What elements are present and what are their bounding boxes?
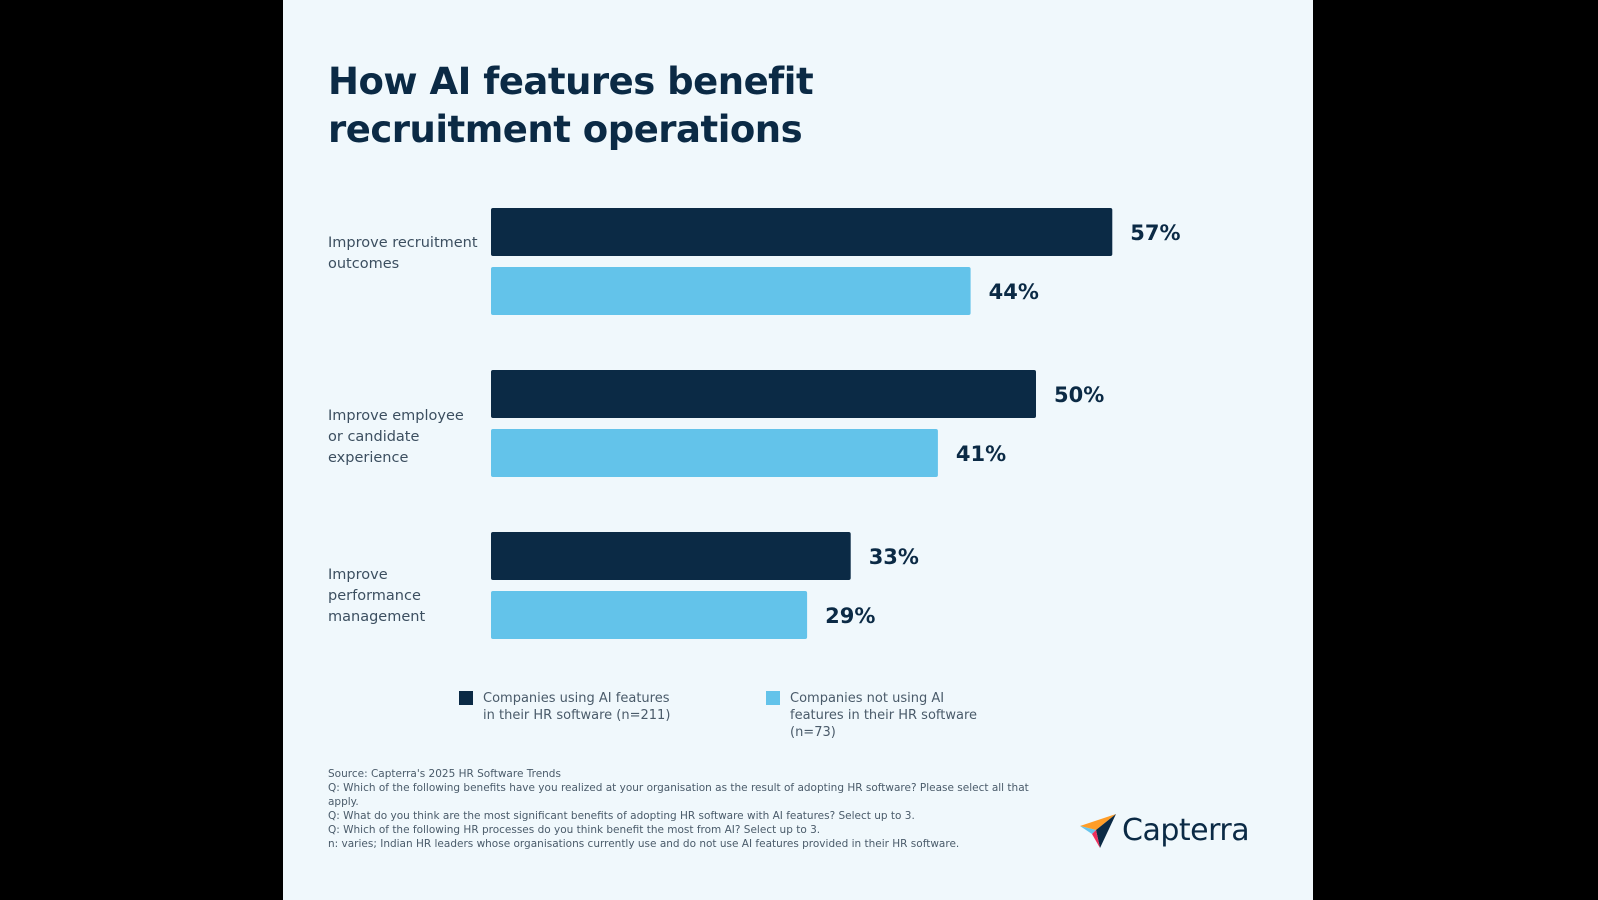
capterra-arrow-icon xyxy=(1080,814,1116,848)
footnote-source: Source: Capterra's 2025 HR Software Tren… xyxy=(328,768,561,780)
data-label-s0-c0: 57% xyxy=(1130,221,1180,245)
footnote: Source: Capterra's 2025 HR Software Tren… xyxy=(328,767,1048,851)
legend-label-0: Companies using AI features in their HR … xyxy=(483,691,671,723)
data-label-s1-c0: 44% xyxy=(989,280,1039,304)
data-label-s1-c1: 41% xyxy=(956,442,1006,466)
category-label-1: Improve employee or candidate experience xyxy=(328,408,464,466)
capterra-logo-text: Capterra xyxy=(1122,812,1250,848)
category-label-2: Improve performance management xyxy=(328,567,426,625)
data-label-s0-c2: 33% xyxy=(869,545,919,569)
footnote-sample: n: varies; Indian HR leaders whose organ… xyxy=(328,838,960,850)
legend-item-1: Companies not using AI features in their… xyxy=(766,690,990,741)
infographic-panel: How AI features benefit recruitment oper… xyxy=(283,0,1313,900)
bar-s1-c2 xyxy=(491,591,808,639)
bar-s1-c0 xyxy=(491,267,971,315)
bar-s0-c1 xyxy=(491,370,1036,418)
bar-chart: 57% 50% 33% 44% 41% 29% xyxy=(491,208,1181,639)
bar-s1-c1 xyxy=(491,429,938,477)
data-label-s0-c1: 50% xyxy=(1054,383,1104,407)
footnote-question-2: Q: What do you think are the most signif… xyxy=(328,810,915,822)
legend-swatch-0 xyxy=(459,691,473,705)
bar-s0-c0 xyxy=(491,208,1113,256)
category-label-0: Improve recruitment outcomes xyxy=(328,235,478,272)
capterra-logo: Capterra xyxy=(1078,810,1250,850)
data-label-s1-c2: 29% xyxy=(825,604,875,628)
footnote-question-1: Q: Which of the following benefits have … xyxy=(328,782,1029,808)
legend-label-1: Companies not using AI features in their… xyxy=(790,691,978,740)
legend-swatch-1 xyxy=(766,691,780,705)
bar-s0-c2 xyxy=(491,532,851,580)
legend-item-0: Companies using AI features in their HR … xyxy=(459,690,683,724)
chart-title: How AI features benefit recruitment oper… xyxy=(328,60,814,151)
footnote-question-3: Q: Which of the following HR processes d… xyxy=(328,824,821,836)
